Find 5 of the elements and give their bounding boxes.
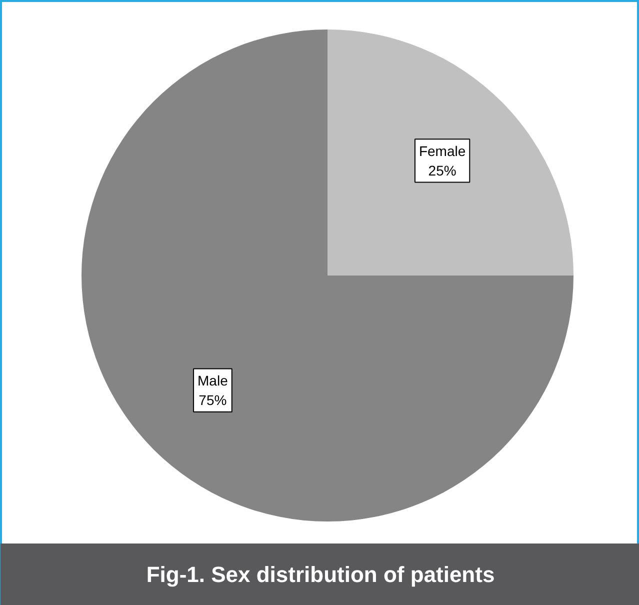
slice-label: Male bbox=[198, 372, 228, 389]
data-label: 75% bbox=[198, 392, 227, 408]
text: Fig-1. Sex distribution of patients bbox=[146, 562, 495, 587]
slice-label: Female bbox=[418, 143, 466, 160]
data-label: 25% bbox=[428, 162, 456, 178]
